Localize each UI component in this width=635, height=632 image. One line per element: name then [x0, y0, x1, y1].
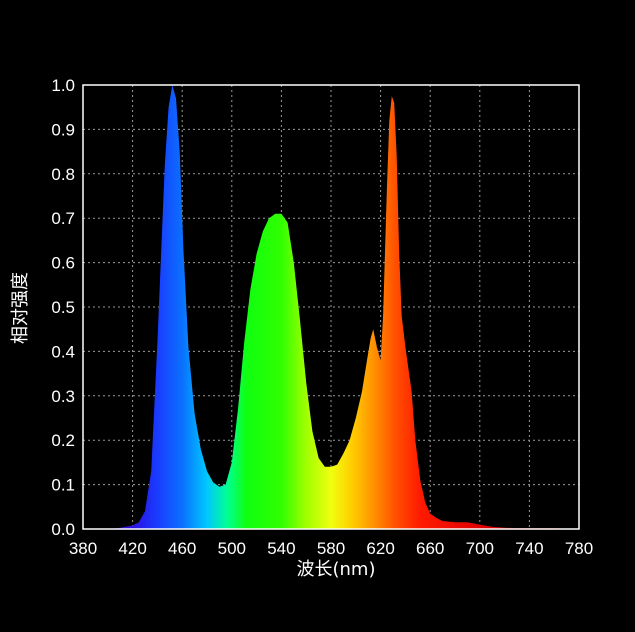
x-tick-label: 580 [317, 539, 345, 558]
x-tick-label: 780 [565, 539, 593, 558]
y-tick-label: 0.0 [51, 520, 75, 539]
y-tick-label: 0.9 [51, 120, 75, 139]
y-tick-label: 1.0 [51, 76, 75, 95]
y-tick-label: 0.4 [51, 342, 75, 361]
y-tick-labels: 0.0 0.1 0.2 0.3 0.4 0.5 0.6 0.7 0.8 0.9 1.0 [51, 76, 75, 539]
x-tick-label: 500 [218, 539, 246, 558]
x-tick-label: 380 [69, 539, 97, 558]
y-axis-label: 相对强度 [10, 272, 31, 344]
x-tick-labels: 380 420 460 500 540 580 620 660 700 740 780 [69, 539, 593, 558]
plot-frame [82, 84, 580, 530]
y-tick-label: 0.1 [51, 476, 75, 495]
x-tick-label: 540 [267, 539, 295, 558]
y-tick-label: 0.7 [51, 209, 75, 228]
x-tick-label: 700 [466, 539, 494, 558]
x-tick-label: 460 [168, 539, 196, 558]
x-axis-label: 波长(nm) [297, 559, 376, 580]
x-tick-label: 660 [416, 539, 444, 558]
y-tick-label: 0.2 [51, 431, 75, 450]
y-tick-label: 0.8 [51, 165, 75, 184]
y-tick-label: 0.5 [51, 298, 75, 317]
x-tick-label: 420 [118, 539, 146, 558]
y-tick-label: 0.3 [51, 387, 75, 406]
x-tick-label: 740 [515, 539, 543, 558]
x-tick-label: 620 [366, 539, 394, 558]
y-tick-label: 0.6 [51, 254, 75, 273]
spectrum-area [83, 85, 579, 529]
